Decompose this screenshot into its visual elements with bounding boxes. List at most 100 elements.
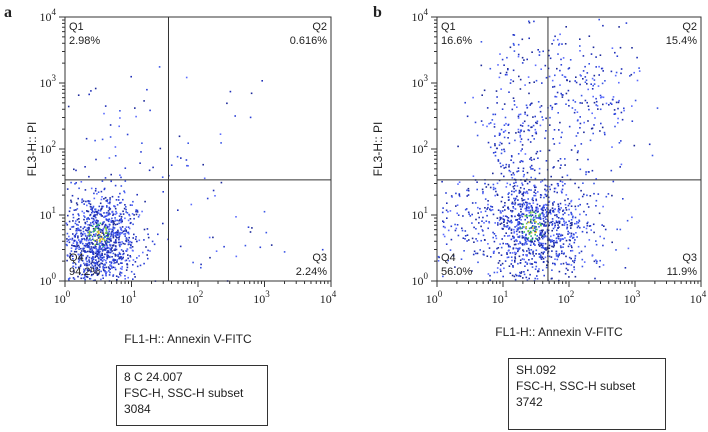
- data-point: [122, 256, 124, 259]
- data-point: [529, 141, 532, 143]
- data-point: [489, 122, 492, 124]
- data-point: [129, 255, 131, 257]
- data-point: [505, 243, 507, 245]
- data-point: [597, 85, 600, 87]
- data-point: [534, 189, 536, 191]
- data-point: [558, 220, 561, 223]
- data-point: [533, 191, 535, 193]
- data-point: [170, 164, 173, 166]
- data-point: [554, 263, 556, 266]
- data-point: [555, 103, 558, 105]
- data-point: [89, 203, 92, 205]
- data-point: [113, 249, 115, 251]
- data-point: [559, 245, 562, 247]
- data-point: [108, 241, 111, 243]
- data-point: [467, 211, 470, 214]
- data-point: [537, 49, 539, 51]
- data-point: [467, 194, 470, 196]
- data-point: [83, 226, 86, 229]
- data-point: [116, 261, 118, 264]
- data-point: [114, 184, 117, 187]
- data-point: [80, 277, 82, 280]
- data-point: [570, 211, 572, 214]
- data-point: [73, 209, 76, 211]
- data-point: [112, 274, 115, 276]
- data-point: [571, 223, 573, 226]
- data-point: [585, 214, 587, 216]
- data-point: [540, 222, 542, 225]
- data-point: [115, 232, 117, 234]
- event-count: 3742: [516, 395, 543, 409]
- data-point: [519, 140, 522, 143]
- data-point: [96, 266, 98, 269]
- data-point: [97, 191, 100, 193]
- data-point: [499, 141, 502, 144]
- data-point: [442, 275, 444, 278]
- data-point: [500, 165, 502, 168]
- data-point: [600, 96, 602, 99]
- data-point: [533, 184, 535, 187]
- data-point: [500, 246, 503, 249]
- data-point: [91, 257, 94, 259]
- data-point: [83, 271, 85, 273]
- data-point: [523, 173, 525, 176]
- data-point: [69, 252, 72, 255]
- data-point: [581, 102, 583, 104]
- data-point: [136, 211, 139, 213]
- data-point: [98, 229, 100, 231]
- data-point: [450, 225, 453, 228]
- data-point: [555, 255, 558, 257]
- data-point: [544, 248, 546, 251]
- data-point: [598, 212, 601, 215]
- data-point: [535, 253, 537, 255]
- data-point: [588, 35, 591, 37]
- data-point: [90, 250, 92, 252]
- data-point: [78, 228, 81, 231]
- data-point: [631, 216, 633, 219]
- data-point: [498, 252, 500, 254]
- data-point: [111, 247, 113, 249]
- data-point: [563, 222, 566, 225]
- data-point: [559, 33, 561, 36]
- data-point: [524, 261, 527, 263]
- data-point: [623, 109, 625, 112]
- data-point: [488, 247, 491, 249]
- data-point: [82, 200, 85, 202]
- data-point: [70, 181, 72, 184]
- data-point: [609, 102, 612, 104]
- data-point: [71, 194, 74, 197]
- data-point: [513, 104, 516, 106]
- data-point: [80, 247, 82, 250]
- data-point: [524, 215, 527, 217]
- data-point: [86, 220, 88, 223]
- data-point: [73, 250, 76, 253]
- data-point: [97, 237, 100, 239]
- data-point: [513, 44, 515, 46]
- data-point: [519, 78, 522, 81]
- data-point: [105, 231, 108, 234]
- data-point: [519, 88, 522, 90]
- data-point: [533, 158, 535, 161]
- data-point: [520, 272, 522, 274]
- data-point: [180, 157, 182, 159]
- data-point: [119, 212, 122, 215]
- data-point: [579, 168, 582, 171]
- data-point: [513, 232, 515, 234]
- data-point: [114, 249, 117, 251]
- data-point: [587, 120, 589, 122]
- data-point: [564, 158, 566, 160]
- data-point: [534, 215, 537, 218]
- data-point: [571, 221, 573, 224]
- data-point: [497, 64, 499, 66]
- data-point: [546, 189, 549, 191]
- data-point: [577, 225, 580, 227]
- data-point: [68, 241, 71, 244]
- data-point: [587, 105, 590, 107]
- data-point: [505, 122, 507, 125]
- data-point: [528, 233, 531, 236]
- data-point: [565, 261, 567, 264]
- data-point: [112, 230, 114, 232]
- data-point: [555, 220, 558, 222]
- data-point: [79, 256, 81, 259]
